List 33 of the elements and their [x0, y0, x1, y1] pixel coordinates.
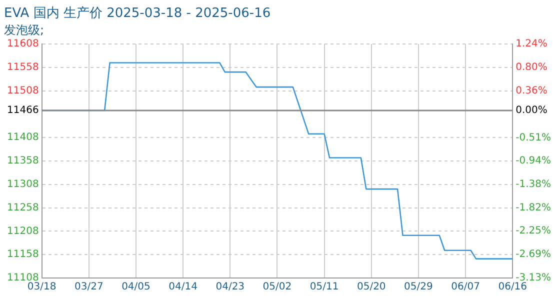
x-tick-label: 06/16: [498, 282, 528, 293]
x-tick-label: 04/23: [216, 282, 245, 293]
x-tick-label: 03/27: [74, 282, 104, 293]
y-tick-label: 11308: [7, 178, 39, 190]
y-tick-label: 11608: [7, 38, 39, 50]
y-tick-label: 11408: [7, 132, 39, 144]
y2-tick-label: 1.24%: [516, 38, 548, 50]
x-tick-label: 05/20: [356, 282, 386, 293]
chart-title: EVA 国内 生产价 2025-03-18 - 2025-06-16: [4, 6, 271, 22]
y2-tick-label: -1.82%: [516, 202, 552, 214]
y2-tick-label: -1.38%: [516, 178, 552, 190]
y2-tick-label: -0.51%: [516, 132, 552, 144]
y2-tick-label: 0.80%: [516, 62, 548, 74]
x-tick-label: 05/02: [262, 282, 292, 293]
y2-tick-label: -0.94%: [516, 155, 552, 166]
y-tick-label: 11208: [7, 226, 39, 237]
x-tick-label: 03/18: [27, 282, 56, 293]
y-tick-label: 11358: [7, 156, 39, 167]
y2-tick-label: -2.25%: [516, 225, 552, 236]
y2-tick-label: -2.69%: [516, 249, 552, 260]
y2-tick-label: 0.00%: [516, 104, 548, 116]
x-tick-label: 05/11: [310, 282, 339, 293]
y2-tick-label: 0.36%: [516, 86, 548, 97]
y-tick-label: 11258: [7, 202, 39, 214]
x-tick-label: 05/29: [404, 282, 433, 293]
x-tick-label: 06/07: [451, 282, 480, 293]
y-tick-label: 11558: [7, 62, 39, 73]
chart-subtitle: 发泡级;: [4, 22, 44, 37]
x-tick-label: 04/14: [168, 282, 198, 293]
x-tick-label: 04/05: [122, 282, 150, 293]
y-tick-label: 11158: [7, 249, 39, 260]
y-tick-label: 11508: [7, 85, 39, 96]
y-tick-label: 11466: [7, 105, 39, 116]
